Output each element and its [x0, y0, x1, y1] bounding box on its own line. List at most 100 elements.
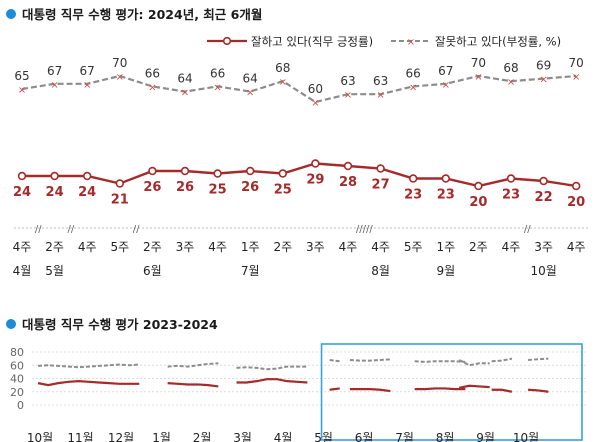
- approve-data-label: 21: [111, 193, 129, 208]
- month-label: 1월: [152, 431, 171, 442]
- approve-segment-line: [528, 388, 549, 393]
- approve-point: [376, 164, 385, 173]
- month-label: 7월: [395, 431, 414, 442]
- approve-point: [82, 171, 92, 181]
- month-label: 8월: [371, 264, 390, 278]
- approve-point: [539, 176, 548, 186]
- approve-segment-line: [491, 388, 513, 393]
- month-label: 10월: [530, 264, 556, 278]
- disapprove-data-label: 65: [14, 69, 29, 83]
- legend-approve-marker: [222, 36, 232, 46]
- chart2-title-text: 대통령 직무 수행 평가 2023-2024: [22, 317, 218, 332]
- approve-data-label: 23: [437, 188, 455, 203]
- disapprove-point: ×: [148, 82, 156, 93]
- approve-point: [148, 166, 157, 176]
- disapprove-data-label: 70: [471, 56, 486, 70]
- disapprove-point: ×: [442, 80, 450, 91]
- disapprove-data-label: 63: [373, 74, 388, 88]
- x-tick-label: 4주: [339, 240, 358, 254]
- disapprove-point: ×: [311, 98, 319, 109]
- recent-period-highlight-box: [320, 343, 583, 441]
- y-tick-label: 80: [10, 346, 24, 359]
- approve-data-label: 27: [372, 178, 390, 193]
- disapprove-point: ×: [474, 72, 482, 83]
- y-tick-label: 40: [10, 373, 24, 386]
- approve-data-label: 20: [469, 195, 487, 210]
- approve-segment-line: [236, 378, 308, 384]
- approve-series-line: [22, 162, 577, 188]
- axis-break-mark: //: [68, 224, 75, 235]
- approve-point: [343, 161, 353, 171]
- disapprove-data-label: 68: [503, 61, 518, 75]
- month-label: 10월: [513, 431, 539, 442]
- approve-data-label: 26: [241, 180, 259, 195]
- disapprove-point: ×: [50, 80, 58, 91]
- approve-data-label: 24: [46, 185, 64, 200]
- disapprove-data-label: 60: [308, 82, 323, 96]
- approve-data-label: 26: [176, 180, 194, 195]
- x-tick-label: 4주: [371, 240, 390, 254]
- approve-point: [180, 166, 190, 176]
- disapprove-segment-line: [528, 357, 549, 361]
- disapprove-segment-line: [414, 360, 466, 363]
- disapprove-point: ×: [539, 75, 547, 86]
- x-tick-label: 3주: [534, 240, 553, 254]
- disapprove-point: ×: [572, 72, 580, 83]
- approve-point: [213, 169, 222, 178]
- approve-point: [17, 171, 27, 181]
- approve-data-label: 28: [339, 175, 357, 190]
- month-label: 9월: [476, 431, 495, 442]
- approve-data-label: 25: [274, 183, 292, 198]
- approve-point: [115, 179, 125, 188]
- month-label: 5월: [45, 264, 64, 278]
- approve-point: [311, 159, 320, 168]
- x-tick-label: 5주: [404, 240, 423, 254]
- disapprove-series-line: [21, 74, 577, 104]
- x-tick-label: 4주: [208, 240, 227, 254]
- x-tick-label: 4주: [502, 240, 521, 254]
- x-tick-label: 2주: [45, 240, 64, 254]
- month-label: 7월: [241, 264, 260, 278]
- approve-data-label: 29: [306, 173, 324, 188]
- approve-segment-line: [414, 387, 466, 391]
- approve-segment-line: [37, 380, 140, 387]
- approve-data-label: 26: [143, 180, 161, 195]
- y-tick-label: 20: [10, 386, 24, 399]
- disapprove-segment-line: [329, 358, 340, 363]
- approve-segment-line: [167, 382, 219, 388]
- bullet-dot-icon: [6, 318, 16, 329]
- disapprove-point: ×: [344, 90, 352, 101]
- disapprove-point: ×: [507, 77, 515, 88]
- approval-chart-6-months: 잘하고 있다(직무 긍정률) × 잘못하고 있다(부정률, %) × 65 × 67 × 67 ×…: [13, 35, 590, 278]
- disapprove-data-label: 66: [210, 66, 225, 80]
- disapprove-data-label: 67: [80, 64, 95, 78]
- disapprove-point: ×: [116, 72, 124, 83]
- disapprove-point: ×: [246, 88, 254, 99]
- approve-data-label: 23: [404, 188, 422, 203]
- axis-break-mark: //: [35, 224, 42, 235]
- disapprove-segment-line: [349, 358, 391, 362]
- disapprove-point: ×: [181, 88, 189, 99]
- approve-data-label: 24: [78, 185, 96, 200]
- disapprove-data-label: 70: [569, 56, 584, 70]
- bullet-dot-icon: [6, 8, 16, 19]
- chart1-title: 대통령 직무 수행 평가: 2024년, 최근 6개월: [6, 4, 262, 23]
- axis-break-mark: //: [524, 224, 531, 235]
- x-tick-label: 4주: [13, 240, 32, 254]
- x-tick-label: 3주: [306, 240, 325, 254]
- disapprove-data-label: 63: [340, 74, 355, 88]
- approve-data-label: 22: [535, 190, 553, 205]
- y-tick-label: 60: [10, 359, 24, 372]
- approve-point: [246, 166, 255, 176]
- month-label: 12월: [108, 431, 134, 442]
- x-tick-label: 2주: [469, 240, 488, 254]
- approve-point: [278, 169, 287, 178]
- month-label: 4월: [13, 264, 32, 278]
- x-tick-label: 5주: [110, 240, 129, 254]
- disapprove-data-label: 64: [243, 72, 258, 86]
- disapprove-data-label: 68: [275, 61, 290, 75]
- disapprove-segment-line: [37, 363, 140, 369]
- month-label: 2월: [193, 431, 212, 442]
- month-label: 6월: [143, 264, 162, 278]
